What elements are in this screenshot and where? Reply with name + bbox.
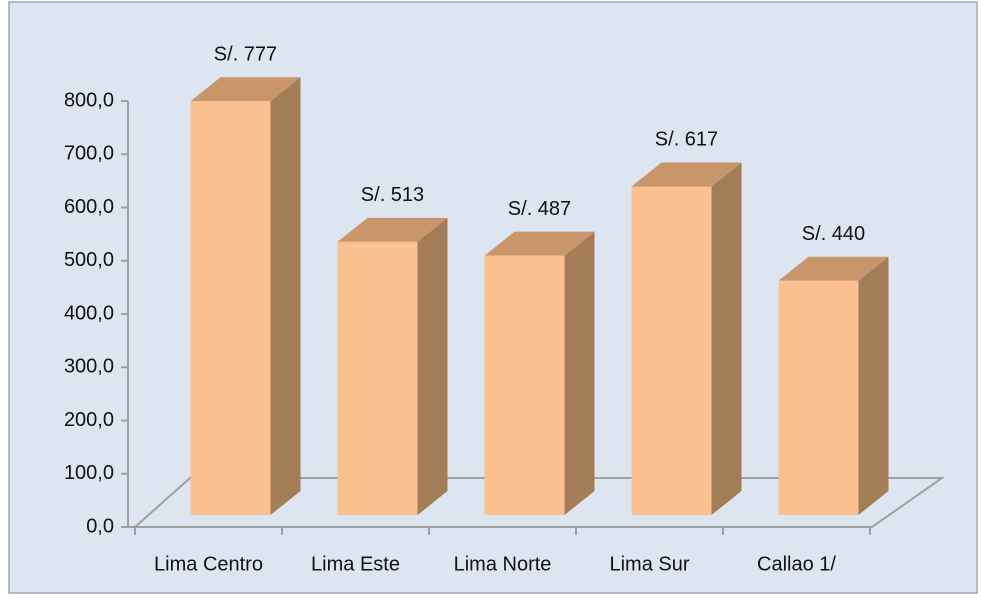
bar	[190, 77, 301, 515]
y-tick-label: 600,0	[64, 196, 114, 218]
value-label: S/. 777	[214, 44, 277, 66]
value-label: S/. 513	[361, 184, 424, 206]
bar-front	[631, 186, 712, 515]
bar	[631, 162, 742, 515]
y-tick-label: 500,0	[64, 249, 114, 271]
bar-side	[270, 77, 301, 515]
value-label: S/. 440	[802, 223, 865, 245]
bar-front	[190, 101, 271, 515]
bar	[778, 256, 889, 515]
bar-front	[484, 255, 565, 516]
bar-front	[337, 241, 418, 515]
x-tick-label: Callao 1/	[757, 553, 836, 575]
bar-front	[778, 280, 859, 515]
y-tick-label: 200,0	[64, 409, 114, 431]
x-tick-label: Lima Este	[311, 553, 400, 575]
bar	[484, 231, 595, 516]
bar-top	[484, 231, 595, 256]
value-label: S/. 617	[655, 129, 718, 151]
x-tick-label: Lima Norte	[454, 553, 552, 575]
bar-side	[564, 231, 595, 516]
x-tick-label: Lima Sur	[609, 553, 689, 575]
value-label: S/. 487	[508, 198, 571, 220]
bar-top	[631, 162, 742, 187]
floor	[132, 477, 946, 528]
bar	[337, 217, 448, 515]
y-tick-label: 800,0	[64, 89, 114, 111]
x-tick-label: Lima Centro	[154, 553, 263, 575]
bar-top	[337, 217, 448, 242]
bar-side	[711, 162, 742, 515]
y-tick-label: 400,0	[64, 302, 114, 324]
bar-top	[190, 77, 301, 102]
bar-side	[858, 256, 889, 515]
y-tick-label: 300,0	[64, 356, 114, 378]
y-tick-label: 100,0	[64, 462, 114, 484]
bar-top	[778, 256, 889, 281]
bar-side	[417, 217, 448, 515]
y-tick-label: 700,0	[64, 143, 114, 165]
y-tick-label: 0,0	[86, 515, 114, 537]
